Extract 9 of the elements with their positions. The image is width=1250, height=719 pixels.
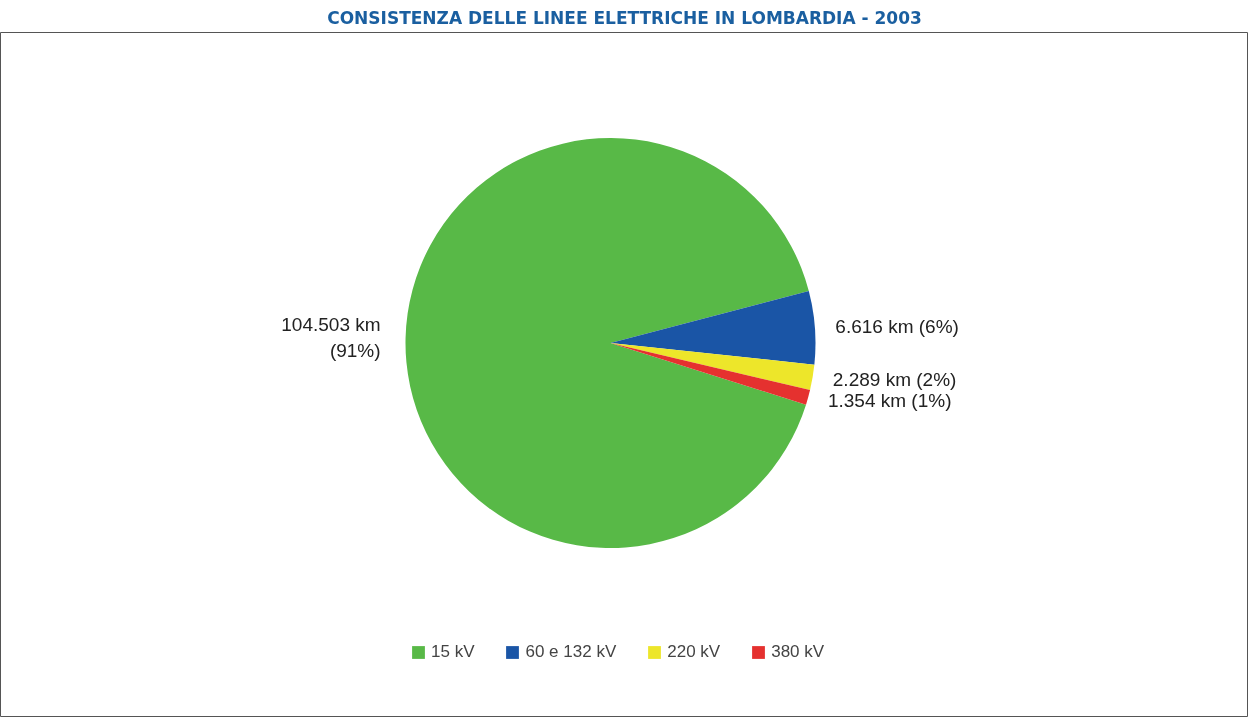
data-label: 2.289 km (2%) <box>832 368 957 390</box>
data-label: 1.354 km (1%) <box>827 389 952 411</box>
data-label: 6.616 km (6%) <box>835 316 959 338</box>
data-label: 104.503 km (91%) <box>281 314 381 361</box>
legend-label: 220 kV <box>667 642 721 662</box>
legend-label: 60 e 132 kV <box>525 642 617 662</box>
legend-label: 15 kV <box>431 642 475 662</box>
chart-title: CONSISTENZA DELLE LINEE ELETTRICHE IN LOMBARDIA - 2003 <box>327 7 922 28</box>
legend-label: 380 kV <box>771 642 825 662</box>
